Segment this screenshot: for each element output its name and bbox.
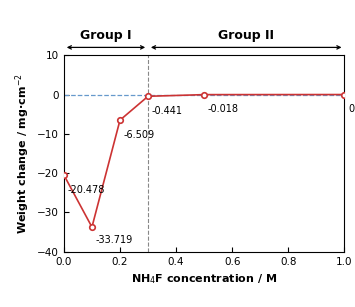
- Text: Group I: Group I: [80, 29, 132, 42]
- Text: -33.719: -33.719: [95, 235, 133, 245]
- Text: -0.018: -0.018: [208, 104, 239, 115]
- Text: Group II: Group II: [218, 29, 274, 42]
- Text: -0.441: -0.441: [152, 106, 183, 116]
- Text: -20.478: -20.478: [67, 185, 105, 195]
- Text: -6.509: -6.509: [124, 130, 155, 140]
- Y-axis label: Weight change / mg·cm$^{-2}$: Weight change / mg·cm$^{-2}$: [13, 73, 32, 234]
- X-axis label: NH$_4$F concentration / M: NH$_4$F concentration / M: [131, 272, 277, 286]
- Text: 0.001: 0.001: [348, 104, 355, 115]
